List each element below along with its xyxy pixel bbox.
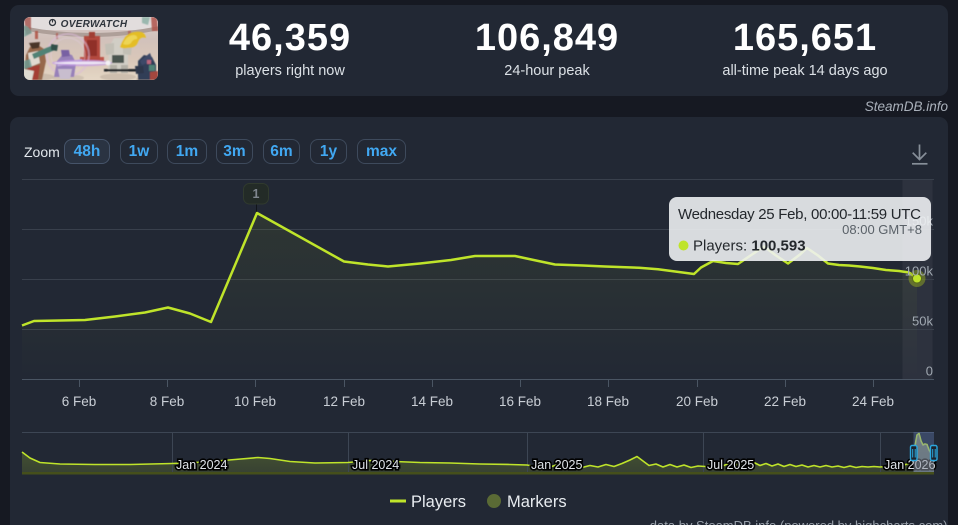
- svg-text:OVERWATCH: OVERWATCH: [61, 19, 128, 30]
- svg-text:Jul 2025: Jul 2025: [707, 458, 754, 472]
- svg-text:12 Feb: 12 Feb: [323, 394, 365, 409]
- svg-text:Jul 2024: Jul 2024: [352, 458, 399, 472]
- svg-text:16 Feb: 16 Feb: [499, 394, 541, 409]
- svg-text:Markers: Markers: [507, 493, 567, 511]
- svg-text:data by SteamDB.info (powered: data by SteamDB.info (powered by highcha…: [650, 518, 948, 525]
- svg-text:08:00 GMT+8: 08:00 GMT+8: [842, 222, 922, 237]
- svg-text:18 Feb: 18 Feb: [587, 394, 629, 409]
- svg-text:Jan 2025: Jan 2025: [531, 458, 582, 472]
- svg-text:20 Feb: 20 Feb: [676, 394, 718, 409]
- svg-text:Players: 100,593: Players: 100,593: [693, 238, 806, 255]
- svg-text:6 Feb: 6 Feb: [62, 394, 97, 409]
- svg-text:14 Feb: 14 Feb: [411, 394, 453, 409]
- svg-text:50k: 50k: [912, 314, 933, 329]
- svg-text:Jan 2024: Jan 2024: [176, 458, 227, 472]
- svg-text:100k: 100k: [905, 264, 934, 279]
- svg-text:8 Feb: 8 Feb: [150, 394, 185, 409]
- svg-text:Wednesday 25 Feb, 00:00-11:59: Wednesday 25 Feb, 00:00-11:59 UTC: [678, 206, 921, 223]
- svg-text:1: 1: [253, 187, 260, 201]
- svg-text:10 Feb: 10 Feb: [234, 394, 276, 409]
- svg-text:22 Feb: 22 Feb: [764, 394, 806, 409]
- svg-text:0: 0: [926, 364, 933, 379]
- svg-text:Players: Players: [411, 493, 466, 511]
- svg-text:24 Feb: 24 Feb: [852, 394, 894, 409]
